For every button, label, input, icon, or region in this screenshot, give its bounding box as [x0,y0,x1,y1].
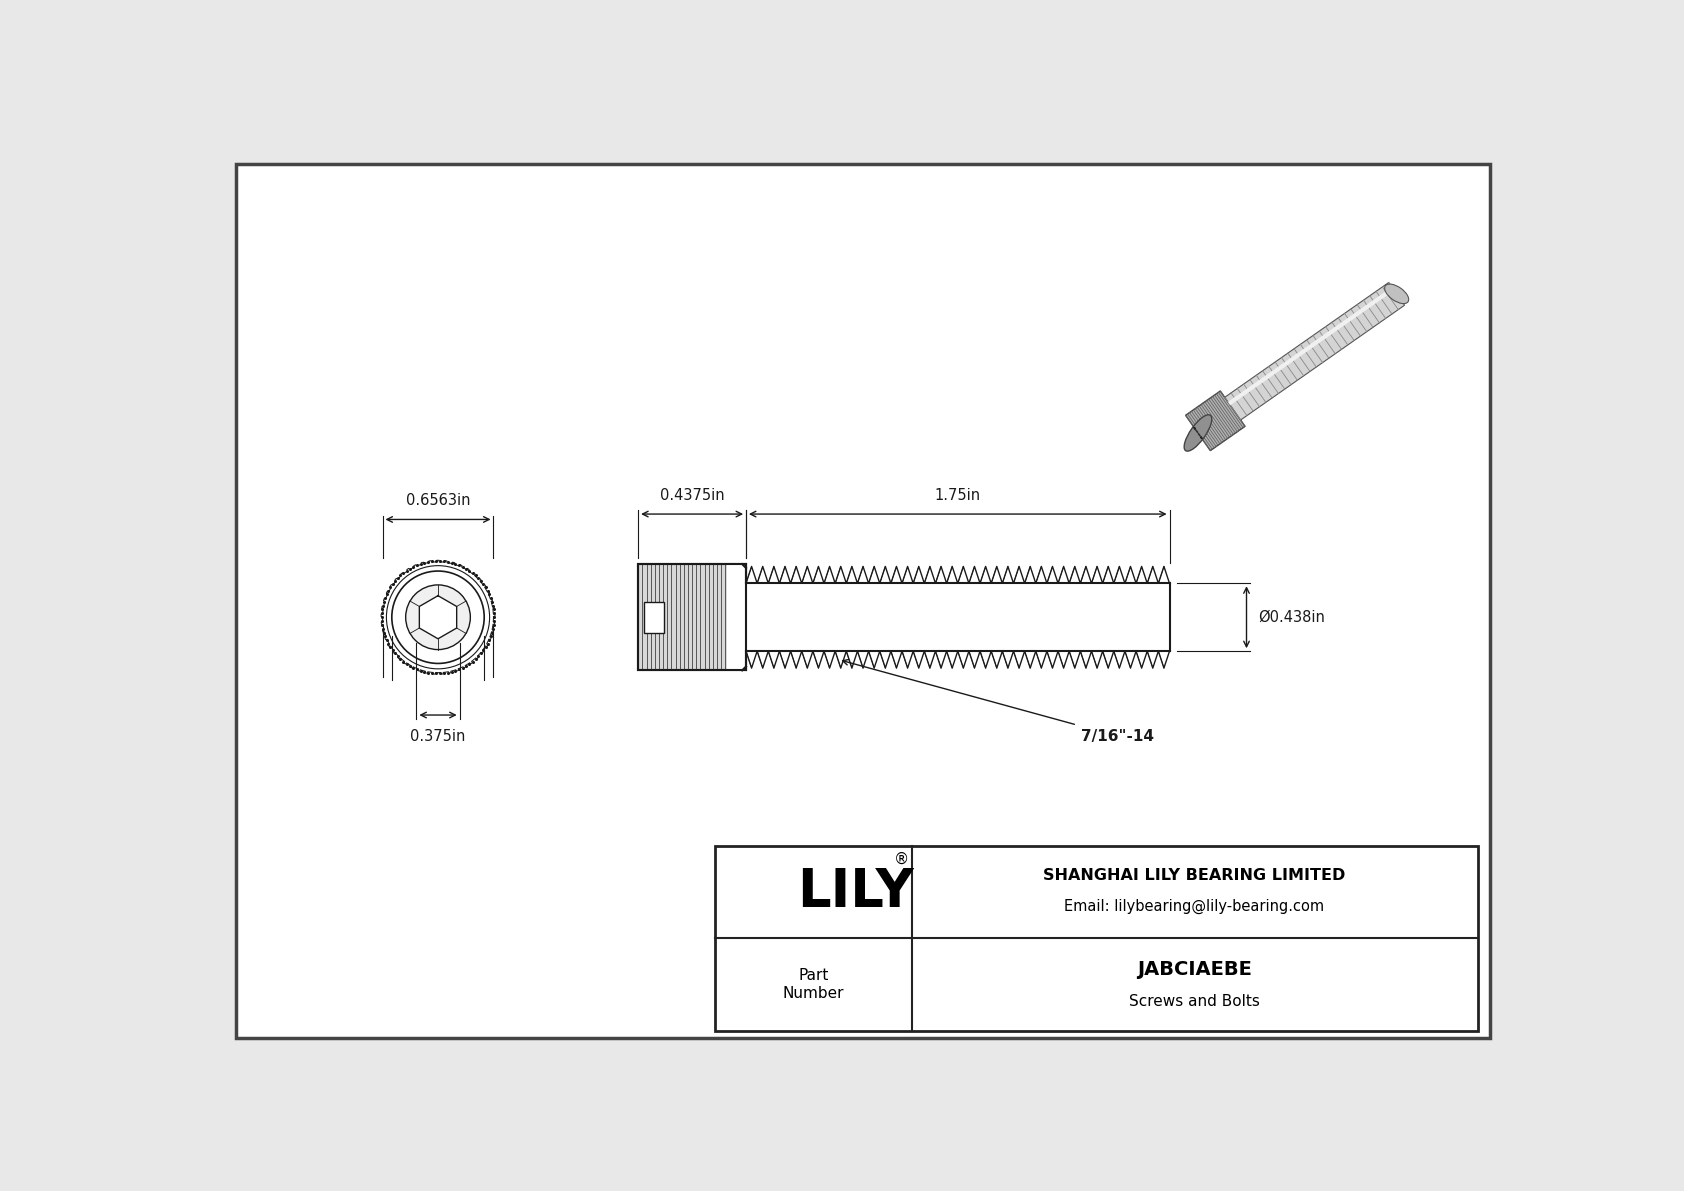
Text: ®: ® [894,853,909,867]
Ellipse shape [1184,414,1212,451]
Text: Screws and Bolts: Screws and Bolts [1128,994,1260,1009]
Bar [645,601,663,632]
Polygon shape [1228,287,1394,405]
Bar [638,565,746,671]
Bar [746,584,1169,651]
Bar [726,565,746,671]
Circle shape [392,570,485,663]
Text: LILY: LILY [797,866,914,918]
Ellipse shape [1384,285,1410,304]
Text: Email: lilybearing@lily-bearing.com: Email: lilybearing@lily-bearing.com [1064,898,1325,913]
Circle shape [406,585,470,649]
Text: 0.6563in: 0.6563in [406,493,470,507]
Bar [716,846,1477,1030]
Polygon shape [1224,282,1404,420]
Text: Ø0.438in: Ø0.438in [1258,610,1325,625]
Text: 7/16"-14: 7/16"-14 [1081,729,1154,744]
Polygon shape [1194,428,1202,438]
Text: 0.4375in: 0.4375in [660,487,724,503]
Text: Part
Number: Part Number [783,968,844,1000]
Polygon shape [1186,391,1244,450]
Bar [638,565,746,671]
Text: 1.75in: 1.75in [935,487,980,503]
Text: JABCIAEBE: JABCIAEBE [1137,960,1251,979]
Text: SHANGHAI LILY BEARING LIMITED: SHANGHAI LILY BEARING LIMITED [1044,868,1346,883]
Polygon shape [419,596,456,638]
Text: 0.375in: 0.375in [411,729,466,744]
Polygon shape [1196,430,1201,436]
